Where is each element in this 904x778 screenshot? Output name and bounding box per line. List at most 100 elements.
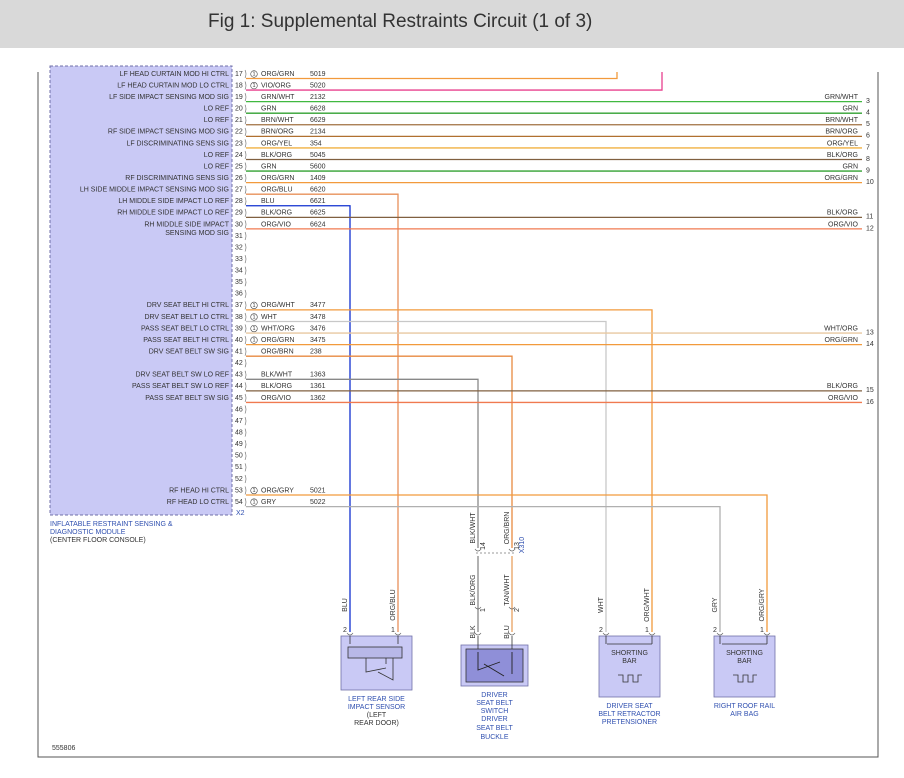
pin-label: DRV SEAT BELT HI CTRL xyxy=(147,302,229,309)
circuit-number: 1409 xyxy=(310,175,326,182)
splice-marker-label: 1 xyxy=(252,338,255,344)
splice-marker-label: 1 xyxy=(252,500,255,506)
circuit-number: 2132 xyxy=(310,94,326,101)
circuit-number: 238 xyxy=(310,349,322,356)
pin-label: RH MIDDLE SIDE IMPACT xyxy=(144,221,229,228)
right-wire-color: ORG/VIO xyxy=(828,221,859,228)
connector-terminal xyxy=(648,632,656,636)
splice-marker xyxy=(250,81,258,90)
circuit-number: 3477 xyxy=(310,302,326,309)
component-caption: RIGHT ROOF RAIL xyxy=(714,703,775,710)
circuit-number: 2134 xyxy=(310,129,326,136)
component-caption: SWITCH xyxy=(481,708,509,715)
splice-marker xyxy=(250,70,258,78)
wire-label: TAN/WHT xyxy=(504,574,511,606)
pin-label: PASS SEAT BELT LO CTRL xyxy=(141,325,229,332)
splice-marker-label: 1 xyxy=(252,488,255,494)
wire-color: ORG/VIO xyxy=(261,395,292,402)
header-band xyxy=(0,0,904,48)
circuit-number: 3476 xyxy=(310,325,326,332)
wire-label-lower: BLK xyxy=(470,625,477,639)
circuit-number: 1361 xyxy=(310,383,326,390)
right-pin: 9 xyxy=(866,167,870,174)
right-wire-color: GRN xyxy=(842,163,858,170)
pin-bracket xyxy=(244,231,247,241)
wire-label-lower: BLU xyxy=(504,625,511,639)
pin-bracket xyxy=(244,440,247,449)
wire-label: BLU xyxy=(342,598,349,612)
splice-marker-label: 1 xyxy=(252,314,255,320)
splice-marker xyxy=(250,324,258,333)
right-wire-color: GRN/WHT xyxy=(825,94,859,101)
wire xyxy=(246,494,768,632)
module-connector: X2 xyxy=(236,510,245,517)
right-pin: 12 xyxy=(866,225,874,232)
connector-terminal xyxy=(394,632,402,636)
wire xyxy=(246,72,663,91)
pin-number: 51 xyxy=(235,464,243,471)
pin-number: 18 xyxy=(235,82,243,89)
pin-bracket xyxy=(244,289,247,298)
pin-bracket xyxy=(244,451,247,460)
pin-bracket xyxy=(244,428,247,437)
right-wire-color: ORG/VIO xyxy=(828,395,859,402)
component-caption-2: SEAT BELT xyxy=(476,725,513,732)
component-box xyxy=(598,635,661,698)
pin-number: 21 xyxy=(235,117,243,124)
right-pin: 16 xyxy=(866,399,874,406)
circuit-number: 5020 xyxy=(310,82,326,89)
pin-label: PASS SEAT BELT SW LO REF xyxy=(132,383,229,390)
right-pin: 4 xyxy=(866,110,870,117)
wire-label: WHT xyxy=(598,596,605,613)
component-location: REAR DOOR) xyxy=(354,720,399,727)
pin-number: 23 xyxy=(235,140,243,147)
pin-number: 40 xyxy=(235,337,243,344)
pin-number: 38 xyxy=(235,314,243,321)
pin-bracket xyxy=(244,254,247,264)
circuit-number: 6621 xyxy=(310,198,326,205)
pin-bracket xyxy=(244,312,247,322)
circuit-number: 1362 xyxy=(310,395,326,402)
component-caption: DRIVER xyxy=(481,692,507,699)
pin-number: 22 xyxy=(235,129,243,136)
circuit-number: 3478 xyxy=(310,314,326,321)
connector-pin: 2 xyxy=(599,627,603,634)
pin-label: RF HEAD LO CTRL xyxy=(167,499,229,506)
pin-number: 50 xyxy=(235,453,243,460)
right-pin: 14 xyxy=(866,341,874,348)
wire-color: ORG/GRY xyxy=(261,487,294,494)
pin-bracket xyxy=(244,69,247,79)
pin-number: 17 xyxy=(235,71,243,78)
pin-label: LH MIDDLE SIDE IMPACT LO REF xyxy=(118,198,229,205)
pin-number: 49 xyxy=(235,441,243,448)
right-pin: 3 xyxy=(866,98,870,105)
shorting-bar xyxy=(722,643,767,683)
right-pin: 5 xyxy=(866,121,870,128)
splice-marker xyxy=(250,486,258,495)
circuit-number: 3475 xyxy=(310,337,326,344)
wire-color: ORG/WHT xyxy=(261,302,296,309)
wire-color: WHT xyxy=(261,314,278,321)
pin-number: 48 xyxy=(235,430,243,437)
circuit-number: 6625 xyxy=(310,210,326,217)
pin-bracket xyxy=(244,416,247,426)
x310-pin: 14 xyxy=(480,542,487,550)
right-wire-color: BLK/ORG xyxy=(827,210,858,217)
right-pin: 8 xyxy=(866,156,870,163)
pin-label: LO REF xyxy=(204,106,229,113)
x310-wire-label: BLK/WHT xyxy=(470,512,477,544)
right-pin: 15 xyxy=(866,387,874,394)
right-wire-color: WHT/ORG xyxy=(824,325,858,332)
pin-number: 34 xyxy=(235,268,243,275)
module-box xyxy=(49,65,233,516)
circuit-number: 1363 xyxy=(310,372,326,379)
connector-pin: 1 xyxy=(391,627,395,634)
pin-number: 44 xyxy=(235,383,243,390)
pin-label: LF HEAD CURTAIN MOD LO CTRL xyxy=(117,82,229,89)
pin-number: 47 xyxy=(235,418,243,425)
sensor-element xyxy=(347,646,403,659)
pin-number: 25 xyxy=(235,163,243,170)
pin-number: 43 xyxy=(235,372,243,379)
pin-label: DRV SEAT BELT LO CTRL xyxy=(144,314,229,321)
